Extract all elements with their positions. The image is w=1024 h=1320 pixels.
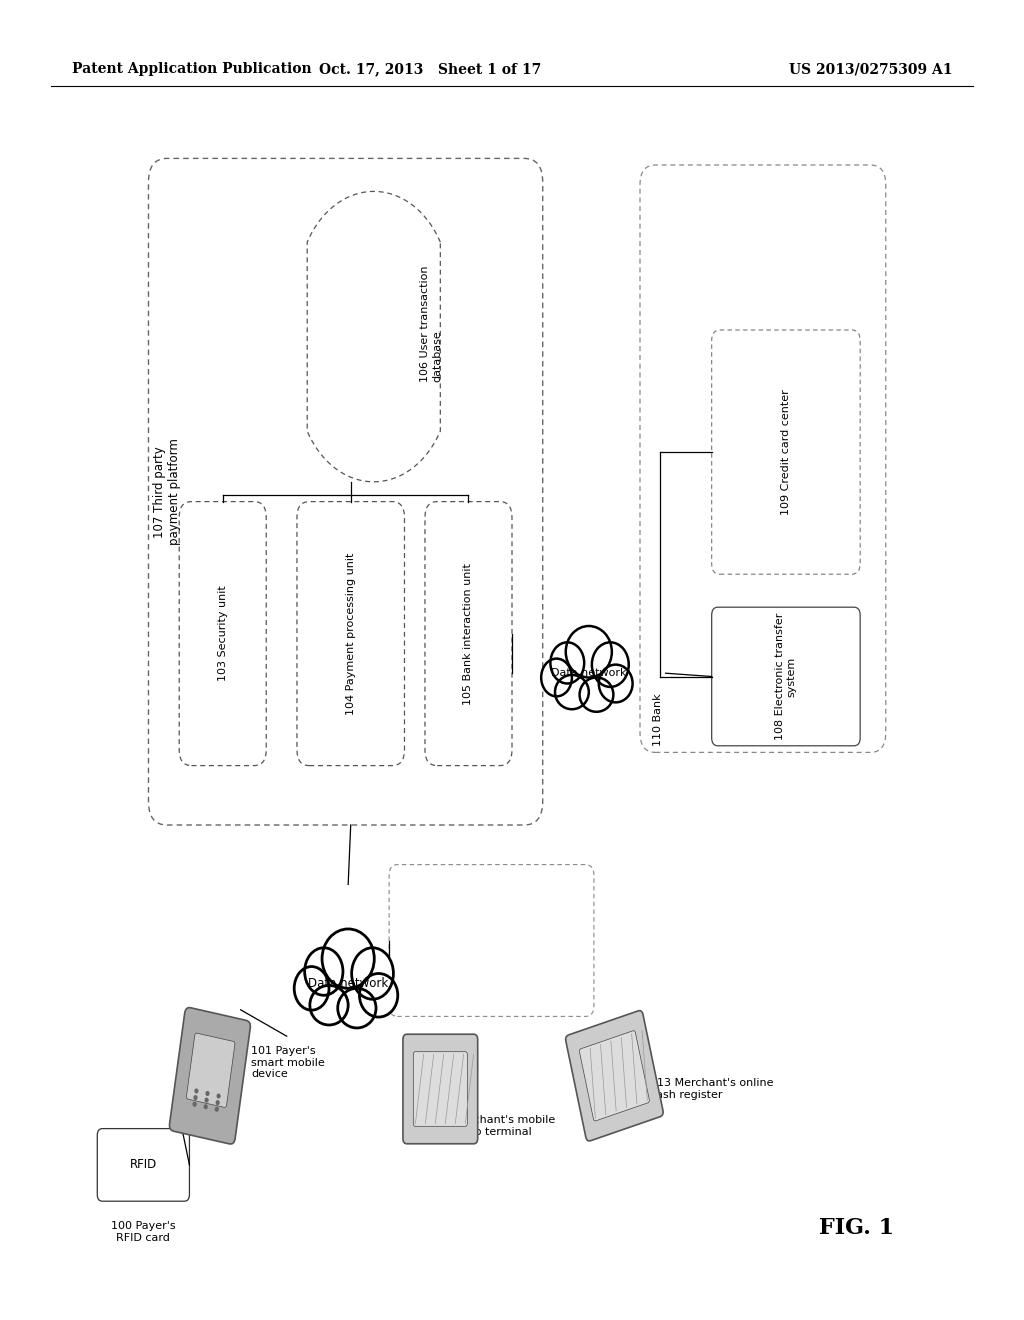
- Text: Oct. 17, 2013   Sheet 1 of 17: Oct. 17, 2013 Sheet 1 of 17: [318, 62, 542, 77]
- FancyBboxPatch shape: [565, 1011, 664, 1140]
- Ellipse shape: [565, 626, 611, 677]
- Text: Data network: Data network: [551, 668, 627, 678]
- Circle shape: [216, 1101, 219, 1105]
- Text: 113 Merchant's online
cash register: 113 Merchant's online cash register: [650, 1078, 774, 1100]
- Ellipse shape: [305, 948, 343, 995]
- Circle shape: [206, 1092, 209, 1096]
- Ellipse shape: [322, 929, 375, 989]
- Circle shape: [215, 1107, 218, 1111]
- Text: 107 Third party
payment platform: 107 Third party payment platform: [153, 438, 181, 545]
- FancyBboxPatch shape: [169, 1007, 251, 1144]
- Text: US 2013/0275309 A1: US 2013/0275309 A1: [788, 62, 952, 77]
- Ellipse shape: [551, 643, 584, 684]
- Text: 106 User transaction
database: 106 User transaction database: [420, 265, 442, 381]
- Text: 109 Credit card center: 109 Credit card center: [781, 389, 791, 515]
- Text: 110 Bank: 110 Bank: [653, 693, 664, 746]
- FancyBboxPatch shape: [402, 1035, 477, 1143]
- Ellipse shape: [359, 974, 397, 1018]
- FancyBboxPatch shape: [414, 1052, 467, 1126]
- Text: FIG. 1: FIG. 1: [819, 1217, 894, 1238]
- Ellipse shape: [555, 675, 589, 709]
- Circle shape: [217, 1094, 220, 1098]
- Circle shape: [195, 1089, 198, 1093]
- Text: 100 Payer's
RFID card: 100 Payer's RFID card: [111, 1221, 176, 1242]
- Text: 102 Merchant's mobile
video terminal: 102 Merchant's mobile video terminal: [428, 1115, 555, 1137]
- Circle shape: [204, 1105, 207, 1109]
- Text: Data network: Data network: [308, 977, 388, 990]
- Ellipse shape: [599, 665, 633, 702]
- Text: 103 Security unit: 103 Security unit: [218, 586, 227, 681]
- Text: Patent Application Publication: Patent Application Publication: [72, 62, 311, 77]
- Circle shape: [194, 1102, 196, 1106]
- Text: 104 Payment processing unit: 104 Payment processing unit: [346, 552, 355, 715]
- Ellipse shape: [351, 948, 393, 999]
- Ellipse shape: [592, 643, 629, 686]
- Ellipse shape: [580, 677, 613, 711]
- Ellipse shape: [338, 989, 376, 1028]
- Ellipse shape: [310, 985, 348, 1024]
- FancyBboxPatch shape: [580, 1031, 649, 1121]
- Ellipse shape: [541, 659, 571, 697]
- Ellipse shape: [294, 966, 329, 1010]
- Text: 101 Payer's
smart mobile
device: 101 Payer's smart mobile device: [251, 1045, 325, 1080]
- Circle shape: [205, 1098, 208, 1102]
- Circle shape: [195, 1096, 197, 1100]
- Text: 108 Electronic transfer
system: 108 Electronic transfer system: [775, 612, 797, 741]
- Text: RFID: RFID: [130, 1159, 157, 1171]
- Text: 105 Bank interaction unit: 105 Bank interaction unit: [464, 562, 473, 705]
- FancyBboxPatch shape: [186, 1034, 234, 1107]
